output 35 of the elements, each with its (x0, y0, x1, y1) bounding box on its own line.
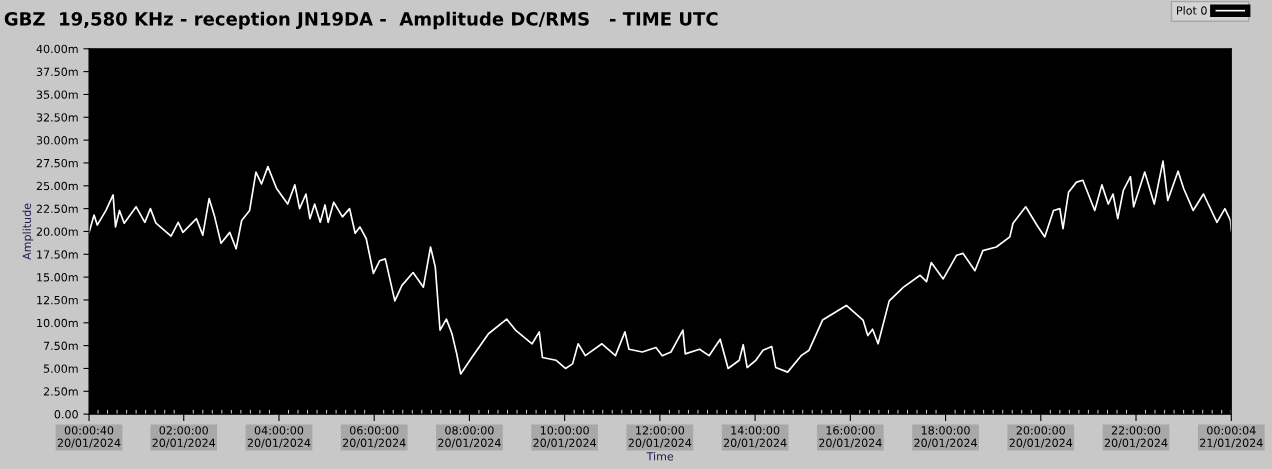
y-tick-label: 0.00 (54, 410, 78, 419)
y-tick-label: 40.00m (36, 44, 78, 54)
y-tick-label: 20.00m (36, 227, 78, 236)
x-tick-label: 08:00:00 20/01/2024 (438, 426, 501, 448)
y-tick-label: 5.00m (43, 364, 78, 373)
x-tick-label: 14:00:00 20/01/2024 (723, 426, 787, 448)
y-tick-label: 35.00m (36, 90, 78, 99)
chart-title: GBZ 19,580 KHz - reception JN19DA - Amplitude DC/RMS - TIME UTC (4, 11, 718, 30)
x-tick-label: 04:00:00 20/01/2024 (247, 426, 311, 448)
x-axis-title: Time (646, 451, 674, 461)
x-tick-label: 20:00:00 20/01/2024 (1009, 426, 1073, 448)
x-tick-label: 18:00:00 20/01/2024 (914, 426, 977, 448)
y-tick-label: 15.00m (37, 273, 78, 282)
y-tick-label: 17.50m (37, 250, 78, 259)
y-tick-label: 25.00m (36, 181, 78, 191)
x-tick-label: 00:00:40 20/01/2024 (57, 426, 121, 448)
line-series (89, 160, 1232, 375)
y-tick-label: 32.50m (36, 113, 78, 122)
x-tick-label: 02:00:00 20/01/2024 (152, 426, 216, 448)
y-tick-label: 37.50m (36, 67, 78, 76)
legend-label: Plot 0 (1177, 6, 1207, 15)
x-tick-label: 00:00:04 21/01/2024 (1200, 426, 1263, 448)
y-tick-label: 7.50m (43, 341, 78, 350)
y-axis-title: Amplitude (22, 203, 34, 260)
x-tick-label: 16:00:00 20/01/2024 (819, 426, 882, 448)
y-tick-label: 12.50m (37, 295, 78, 305)
y-tick-label: 10.00m (37, 318, 78, 328)
y-tick-label: 27.50m (36, 158, 78, 168)
y-tick-label: 22.50m (36, 204, 78, 213)
x-tick-label: 12:00:00 20/01/2024 (628, 426, 692, 448)
x-tick-label: 06:00:00 20/01/2024 (342, 426, 406, 448)
x-tick-label: 22:00:00 20/01/2024 (1104, 426, 1168, 448)
x-tick-label: 10:00:00 20/01/2024 (533, 426, 597, 448)
y-tick-label: 30.00m (36, 136, 78, 145)
y-tick-label: 2.50m (43, 387, 78, 396)
